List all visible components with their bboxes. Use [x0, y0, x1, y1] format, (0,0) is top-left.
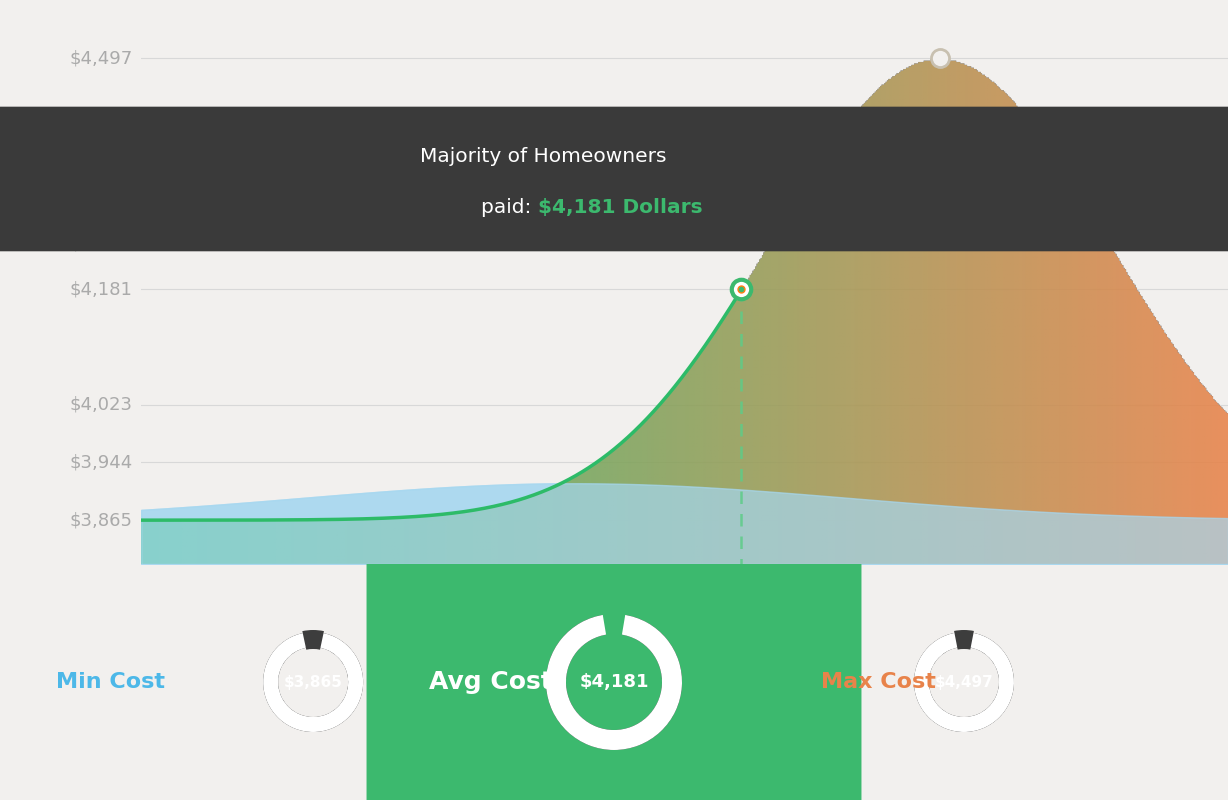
Wedge shape	[546, 614, 682, 750]
Text: $4,307: $4,307	[70, 188, 133, 206]
Wedge shape	[263, 633, 363, 732]
FancyBboxPatch shape	[366, 501, 862, 800]
Wedge shape	[954, 630, 974, 650]
Text: paid:: paid:	[481, 198, 538, 217]
Wedge shape	[302, 630, 324, 650]
Text: $3,865: $3,865	[70, 511, 133, 529]
Text: $4,181 Dollars: $4,181 Dollars	[538, 198, 702, 217]
Polygon shape	[733, 190, 736, 227]
Text: $4,244: $4,244	[69, 234, 133, 252]
FancyBboxPatch shape	[0, 106, 1228, 251]
Text: $4,181: $4,181	[580, 673, 648, 691]
Wedge shape	[914, 632, 1014, 732]
Text: $4,370: $4,370	[70, 142, 133, 160]
Wedge shape	[263, 632, 363, 732]
Text: Majority of Homeowners: Majority of Homeowners	[420, 147, 667, 166]
Text: $4,023: $4,023	[70, 396, 133, 414]
Text: $4,497: $4,497	[69, 50, 133, 67]
Text: $3,865: $3,865	[284, 674, 343, 690]
Wedge shape	[546, 614, 682, 750]
Wedge shape	[603, 612, 625, 637]
Wedge shape	[914, 633, 1014, 732]
Text: $3,944: $3,944	[69, 454, 133, 471]
Text: $4,497: $4,497	[935, 674, 993, 690]
Text: Min Cost: Min Cost	[56, 672, 165, 692]
Text: $4,181: $4,181	[70, 280, 133, 298]
Text: Max Cost: Max Cost	[820, 672, 936, 692]
Text: Avg Cost: Avg Cost	[430, 670, 553, 694]
